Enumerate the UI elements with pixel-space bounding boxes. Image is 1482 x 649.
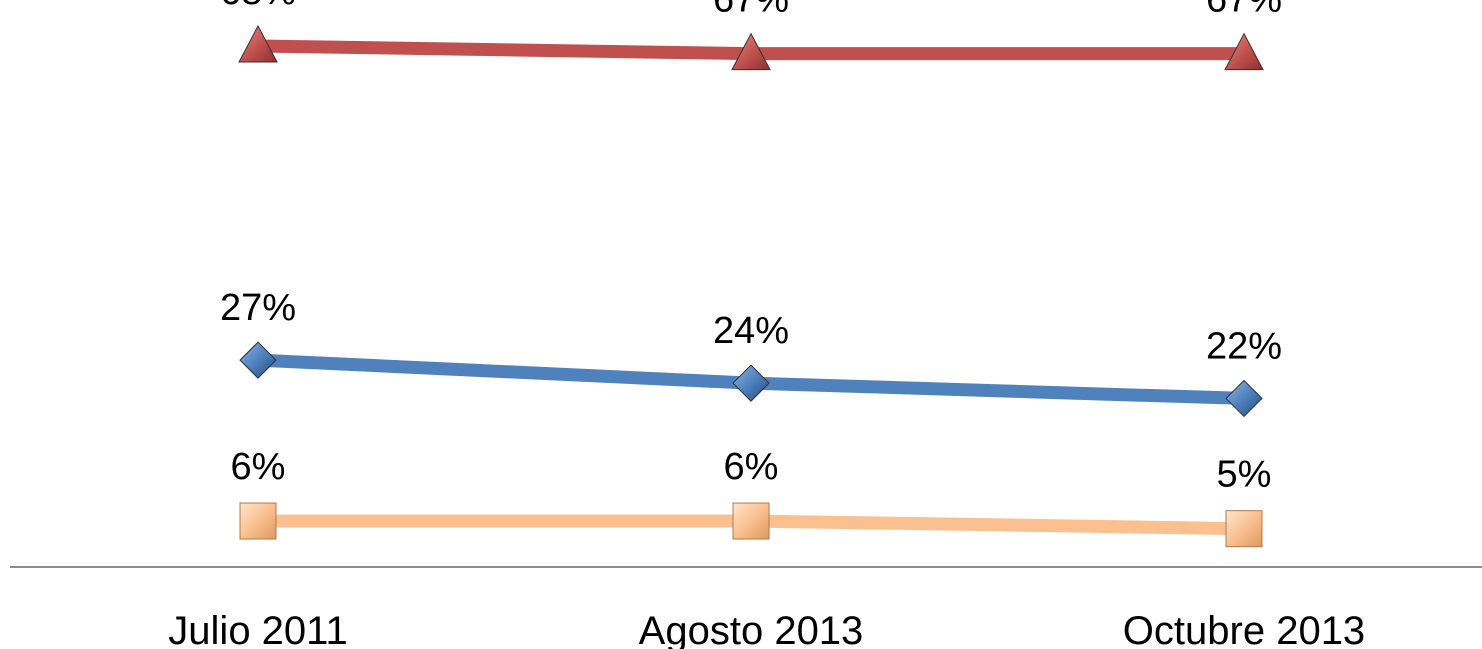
data-label-s3-1: 6%: [231, 446, 286, 488]
data-point-s1-3: [1224, 32, 1264, 71]
x-tick-label-3: Octubre 2013: [1123, 609, 1365, 649]
x-tick-label-1: Julio 2011: [168, 609, 347, 649]
data-label-s2-2: 24%: [713, 310, 789, 352]
data-label-s2-1: 27%: [220, 287, 296, 329]
data-labels: 68% 67% 67% 27% 24% 22% 6% 6% 5%: [220, 0, 1282, 496]
data-point-s1-2: [731, 32, 771, 71]
data-label-s1-3: 67%: [1206, 0, 1282, 21]
series-markers: [238, 24, 1264, 548]
data-point-s3-1: [239, 502, 277, 540]
data-point-s2-2: [732, 364, 770, 402]
data-point-s2-3: [1225, 379, 1263, 418]
x-axis-tick-labels: Julio 2011 Agosto 2013 Octubre 2013: [168, 609, 1365, 649]
data-label-s1-1: 68%: [220, 0, 296, 13]
x-tick-label-2: Agosto 2013: [639, 609, 864, 649]
data-label-s2-3: 22%: [1206, 325, 1282, 367]
data-point-s3-2: [732, 502, 770, 540]
data-label-s1-2: 67%: [713, 0, 789, 21]
data-point-s1-1: [238, 24, 278, 63]
data-label-s3-2: 6%: [724, 446, 779, 488]
data-point-s3-3: [1225, 510, 1263, 548]
data-label-s3-3: 5%: [1217, 454, 1272, 496]
data-point-s2-1: [239, 341, 277, 379]
